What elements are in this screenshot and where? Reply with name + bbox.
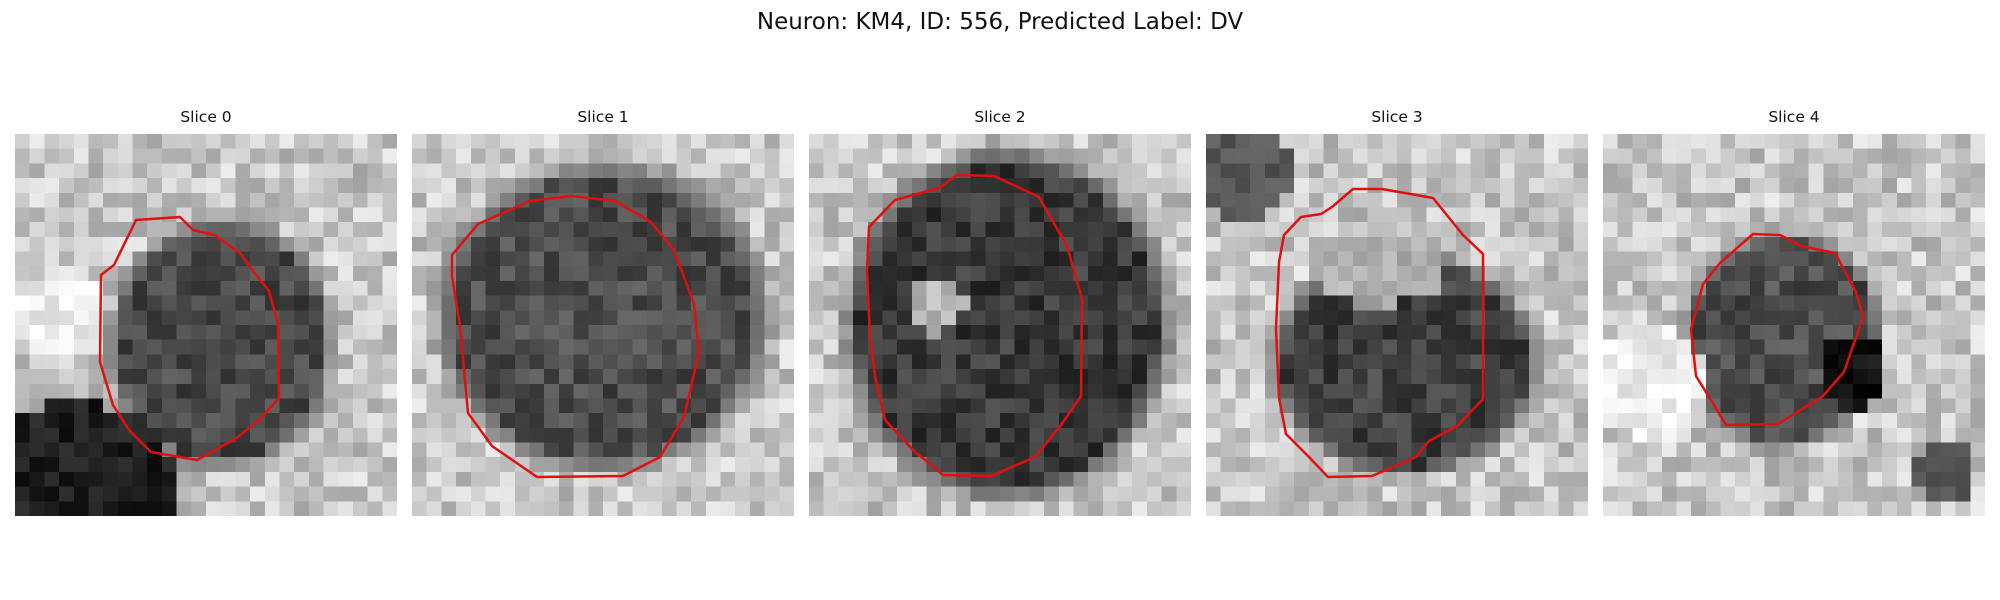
segmentation-contour (450, 194, 701, 479)
slice-panel-0: Slice 0 (15, 108, 397, 516)
slice-image (15, 134, 397, 516)
slice-image (1206, 134, 1588, 516)
slice-title: Slice 4 (1768, 108, 1820, 126)
slice-panel-2: Slice 2 (809, 108, 1191, 516)
segmentation-contour (865, 173, 1084, 478)
slice-panel-4: Slice 4 (1603, 108, 1985, 516)
pixel-grid (1206, 134, 1588, 516)
segmentation-contour (1689, 232, 1865, 427)
slice-panel-3: Slice 3 (1206, 108, 1588, 516)
pixel-grid (412, 134, 794, 516)
pixel-grid (1603, 134, 1985, 516)
slice-title: Slice 1 (577, 108, 629, 126)
figure-title: Neuron: KM4, ID: 556, Predicted Label: D… (756, 9, 1244, 35)
slice-image (1603, 134, 1985, 516)
slice-title: Slice 2 (974, 108, 1026, 126)
slice-panel-1: Slice 1 (412, 108, 794, 516)
segmentation-contour (98, 215, 281, 462)
slice-title: Slice 3 (1371, 108, 1423, 126)
slice-image (809, 134, 1191, 516)
slice-title: Slice 0 (180, 108, 232, 126)
pixel-grid (15, 134, 397, 516)
slice-image (412, 134, 794, 516)
pixel-grid (809, 134, 1191, 516)
segmentation-contour (1274, 187, 1485, 479)
